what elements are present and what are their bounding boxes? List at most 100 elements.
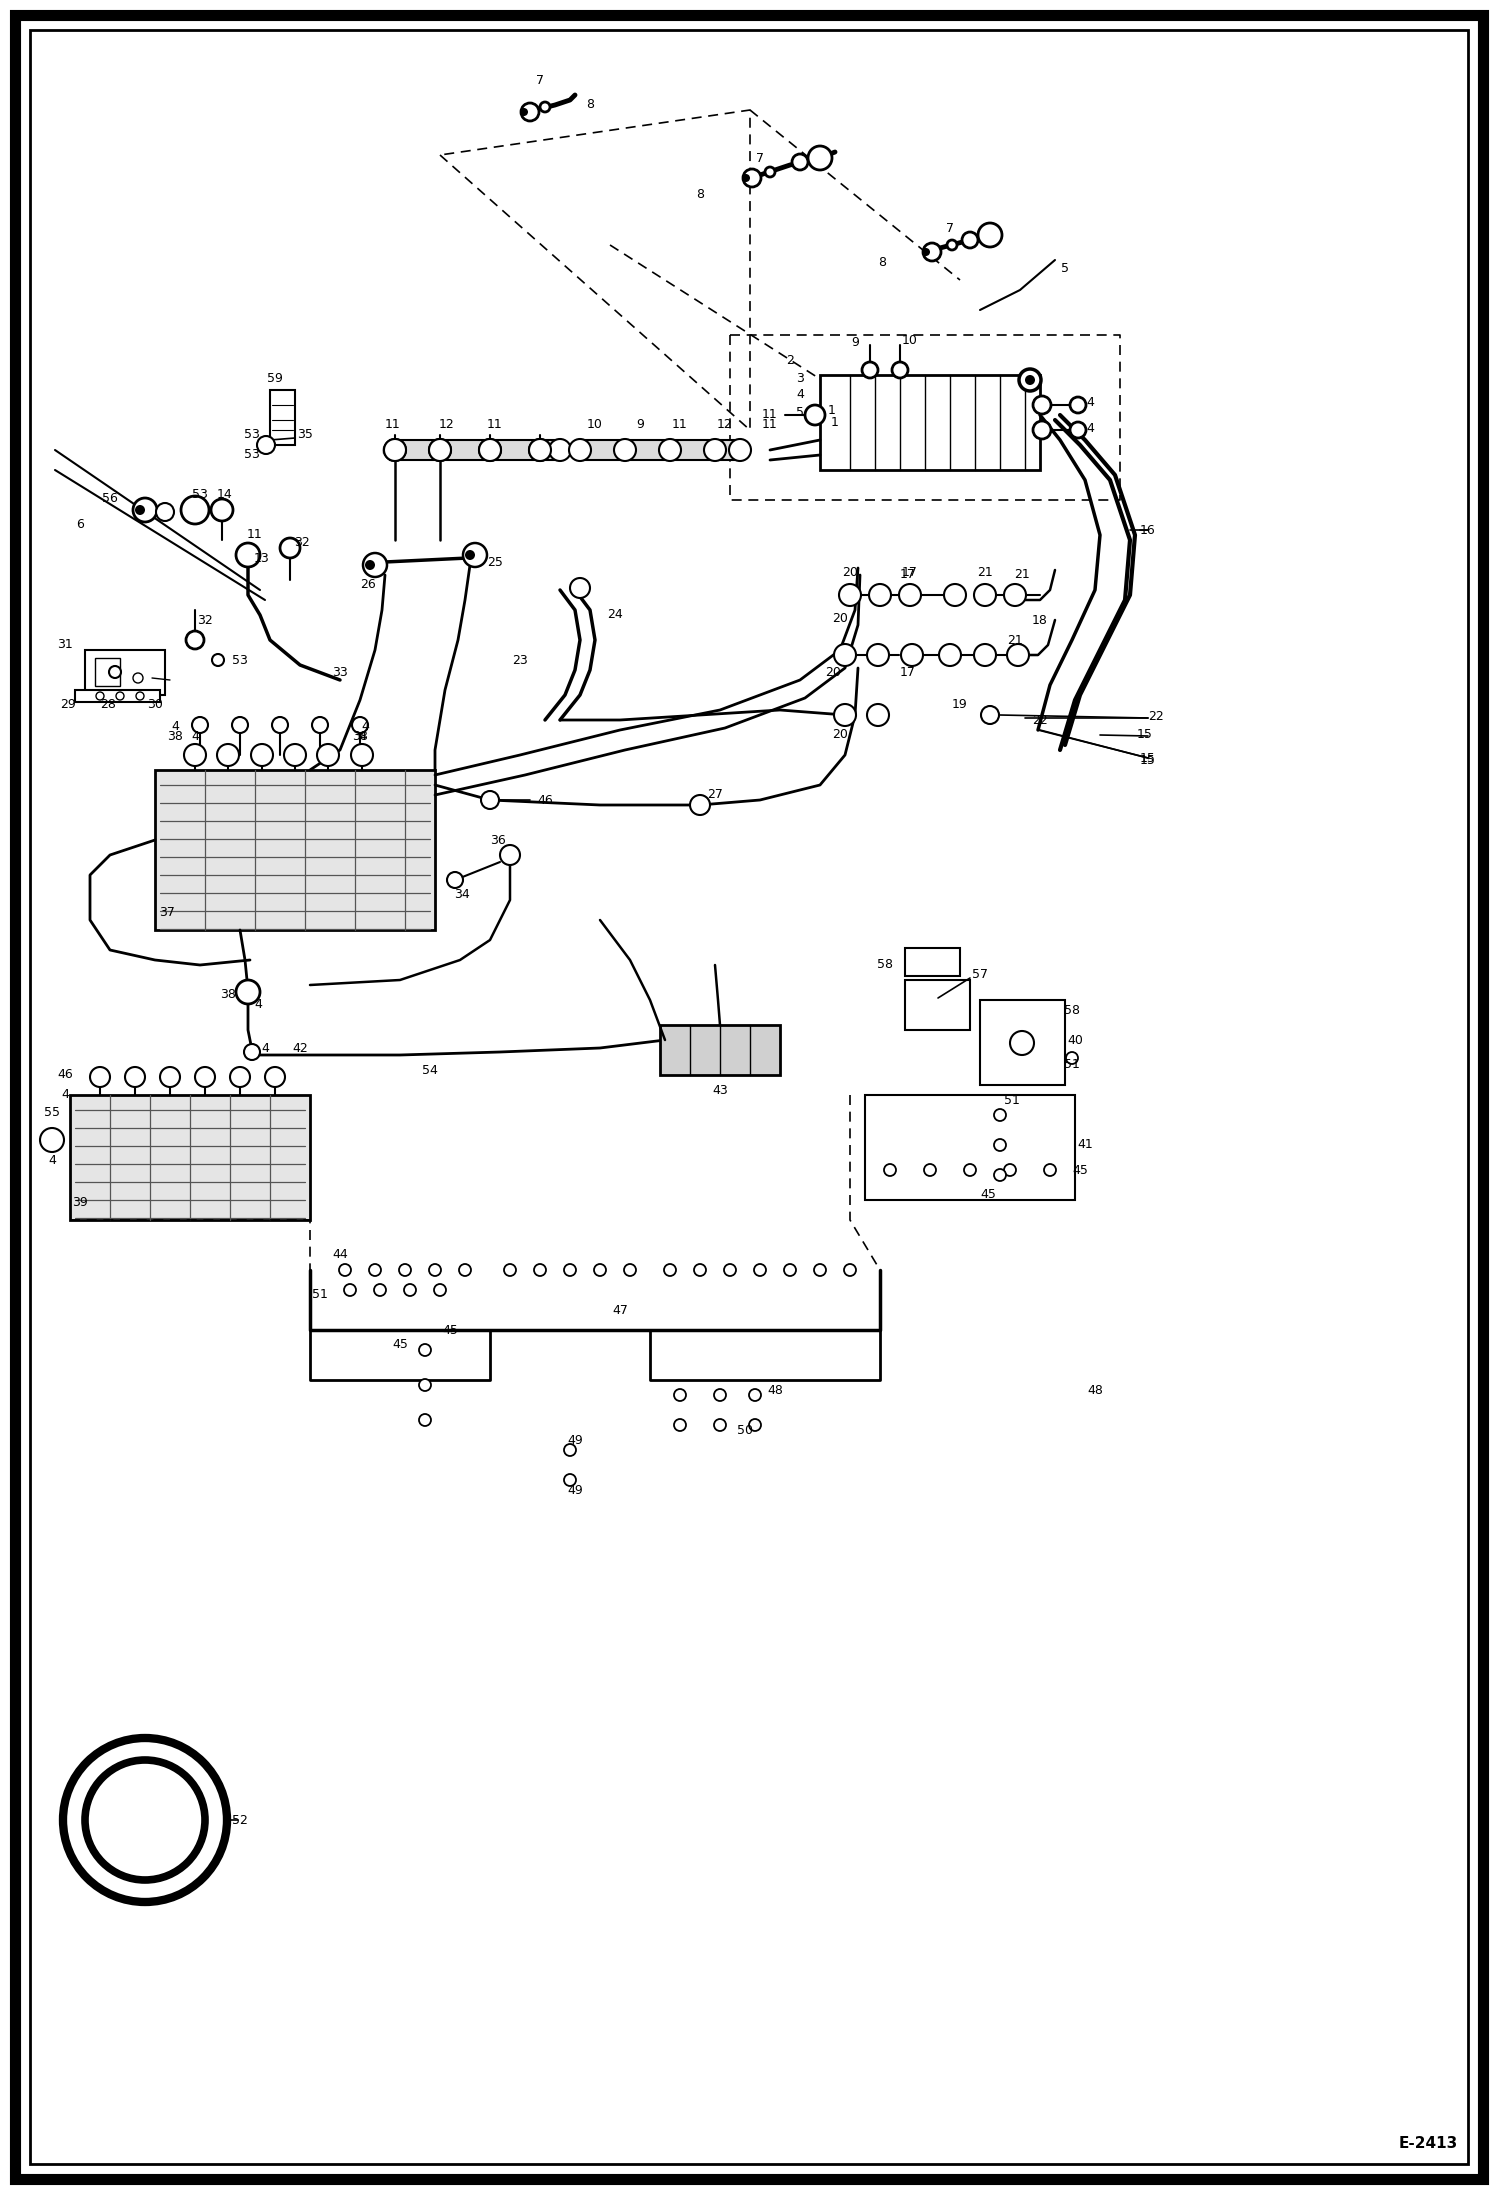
Circle shape [40, 1128, 64, 1152]
Circle shape [265, 1066, 285, 1086]
Circle shape [571, 577, 590, 599]
Text: 42: 42 [292, 1042, 309, 1055]
Bar [270, 391, 295, 445]
Text: 20: 20 [831, 612, 848, 625]
Circle shape [923, 244, 941, 261]
Text: 41: 41 [1077, 1139, 1094, 1152]
Circle shape [899, 584, 921, 606]
Text: 46: 46 [57, 1068, 73, 1082]
Circle shape [981, 706, 999, 724]
Text: 20: 20 [842, 566, 858, 579]
Circle shape [813, 1264, 825, 1277]
Text: 20: 20 [825, 665, 840, 678]
Circle shape [352, 717, 369, 733]
Text: 38: 38 [352, 731, 369, 744]
Circle shape [273, 717, 288, 733]
Circle shape [921, 248, 930, 257]
Bar [75, 689, 160, 702]
Circle shape [115, 691, 124, 700]
Text: 7: 7 [536, 75, 544, 86]
Circle shape [481, 792, 499, 810]
Bar [661, 1025, 780, 1075]
Text: 24: 24 [607, 608, 623, 621]
Circle shape [419, 1380, 431, 1391]
Circle shape [891, 362, 908, 377]
Circle shape [674, 1389, 686, 1402]
Text: 58: 58 [876, 959, 893, 972]
Text: 45: 45 [1073, 1163, 1088, 1176]
Text: 4: 4 [192, 731, 199, 744]
Text: 4: 4 [48, 1154, 55, 1167]
Circle shape [533, 1264, 545, 1277]
Circle shape [280, 538, 300, 557]
Text: 34: 34 [454, 889, 470, 902]
Text: 4: 4 [795, 388, 804, 402]
Text: 59: 59 [267, 371, 283, 384]
Circle shape [792, 154, 807, 169]
Text: 14: 14 [217, 489, 232, 502]
Text: 32: 32 [294, 535, 310, 548]
Circle shape [231, 1066, 250, 1086]
Text: 52: 52 [232, 1814, 249, 1825]
Text: 53: 53 [232, 654, 249, 667]
Circle shape [743, 169, 761, 186]
Bar [905, 981, 971, 1029]
Text: 58: 58 [1064, 1003, 1080, 1016]
Text: 51: 51 [312, 1288, 328, 1301]
Bar [85, 649, 165, 695]
Bar [980, 1000, 1065, 1086]
Circle shape [1010, 1031, 1034, 1055]
Text: 43: 43 [712, 1084, 728, 1097]
Text: 22: 22 [1032, 713, 1049, 726]
Bar [94, 658, 120, 687]
Text: 23: 23 [512, 654, 527, 667]
Bar [905, 948, 960, 976]
Circle shape [398, 1264, 410, 1277]
Text: 1: 1 [828, 404, 836, 417]
Circle shape [90, 1066, 109, 1086]
Text: 38: 38 [168, 731, 183, 744]
Circle shape [383, 439, 406, 461]
Circle shape [217, 744, 240, 766]
Text: 26: 26 [360, 579, 376, 592]
Text: 7: 7 [756, 151, 764, 165]
Text: 8: 8 [697, 189, 704, 202]
Circle shape [232, 717, 249, 733]
Circle shape [419, 1413, 431, 1426]
Text: 4: 4 [358, 731, 366, 744]
Text: 11: 11 [385, 419, 401, 432]
Text: 17: 17 [900, 665, 915, 678]
Text: 51: 51 [1004, 1093, 1020, 1106]
Circle shape [625, 1264, 637, 1277]
Circle shape [962, 233, 978, 248]
Circle shape [446, 871, 463, 889]
Circle shape [156, 502, 174, 520]
Text: 36: 36 [490, 834, 506, 847]
Circle shape [807, 147, 831, 169]
Text: 3: 3 [795, 371, 804, 384]
Circle shape [1004, 1165, 1016, 1176]
Circle shape [318, 744, 339, 766]
Text: 21: 21 [1007, 634, 1023, 647]
Circle shape [724, 1264, 736, 1277]
Circle shape [1044, 1165, 1056, 1176]
Text: 53: 53 [192, 489, 208, 502]
Text: 29: 29 [60, 698, 76, 711]
Circle shape [237, 542, 261, 566]
Circle shape [109, 667, 121, 678]
Circle shape [765, 167, 774, 178]
Circle shape [753, 1264, 765, 1277]
Circle shape [135, 505, 145, 516]
Text: 48: 48 [767, 1384, 783, 1398]
Circle shape [186, 632, 204, 649]
Circle shape [839, 584, 861, 606]
Circle shape [884, 1165, 896, 1176]
Text: 4: 4 [61, 1088, 69, 1101]
Text: 49: 49 [568, 1433, 583, 1446]
Text: 21: 21 [1014, 568, 1031, 581]
Text: 40: 40 [1067, 1033, 1083, 1047]
Text: 5: 5 [795, 406, 804, 419]
Circle shape [924, 1165, 936, 1176]
Circle shape [947, 239, 957, 250]
Text: 48: 48 [1088, 1384, 1103, 1398]
